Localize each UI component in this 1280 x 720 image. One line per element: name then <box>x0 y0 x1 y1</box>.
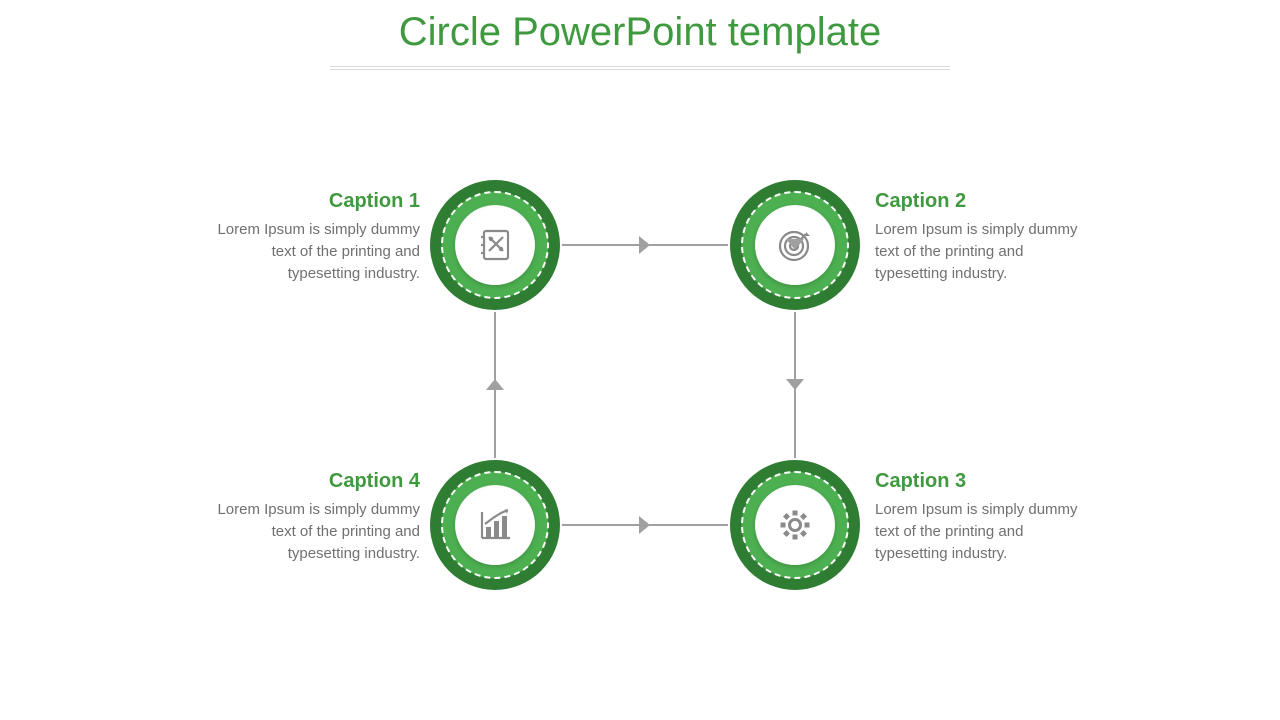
caption-2-title: Caption 2 <box>875 190 1085 213</box>
caption-1-body: Lorem Ipsum is simply dummy text of the … <box>210 219 420 284</box>
caption-4-body: Lorem Ipsum is simply dummy text of the … <box>210 499 420 564</box>
caption-3: Caption 3 Lorem Ipsum is simply dummy te… <box>875 470 1085 564</box>
caption-2-body: Lorem Ipsum is simply dummy text of the … <box>875 219 1085 284</box>
caption-3-title: Caption 3 <box>875 470 1085 493</box>
playbook-icon <box>475 225 515 265</box>
arrow-head-down <box>786 379 804 390</box>
arrow-head-up <box>486 379 504 390</box>
arrow-head-right <box>639 516 650 534</box>
circle-node-1 <box>430 180 560 310</box>
title-underline <box>330 66 950 70</box>
caption-4-title: Caption 4 <box>210 470 420 493</box>
gear-icon <box>775 505 815 545</box>
caption-1: Caption 1 Lorem Ipsum is simply dummy te… <box>210 190 420 284</box>
arrow-head-down <box>786 239 804 250</box>
chart-icon <box>475 505 515 545</box>
caption-2: Caption 2 Lorem Ipsum is simply dummy te… <box>875 190 1085 284</box>
slide: Circle PowerPoint template Caption 1 Lor… <box>0 0 1280 720</box>
circle-node-3 <box>730 460 860 590</box>
caption-1-title: Caption 1 <box>210 190 420 213</box>
page-title: Circle PowerPoint template <box>0 10 1280 55</box>
circle-node-4 <box>430 460 560 590</box>
caption-4: Caption 4 Lorem Ipsum is simply dummy te… <box>210 470 420 564</box>
caption-3-body: Lorem Ipsum is simply dummy text of the … <box>875 499 1085 564</box>
arrow-head-right <box>639 236 650 254</box>
